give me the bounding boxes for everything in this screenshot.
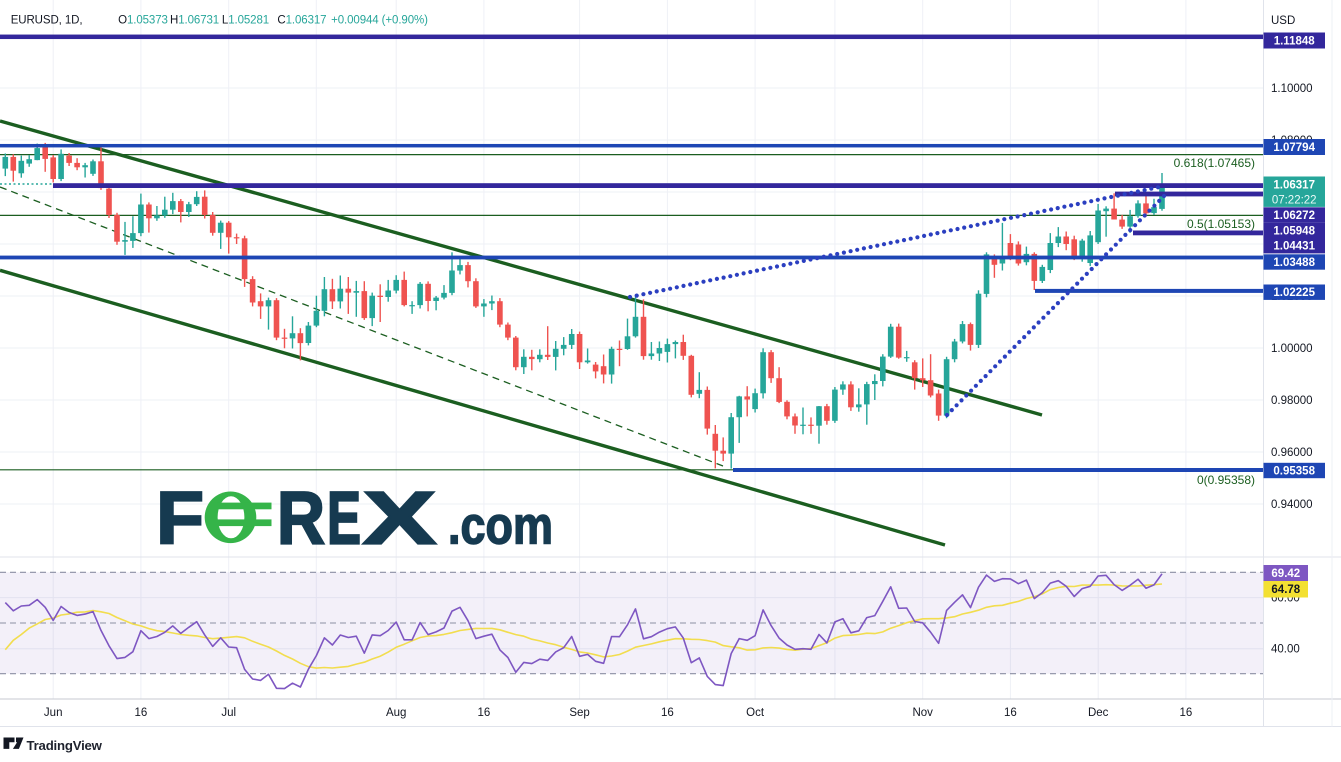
svg-text:0.95358: 0.95358 (1273, 466, 1315, 478)
svg-text:R: R (277, 477, 325, 560)
svg-text:64.78: 64.78 (1271, 584, 1300, 596)
svg-text:1.06272: 1.06272 (1273, 210, 1315, 222)
svg-text:X: X (363, 477, 436, 560)
svg-text:Jul: Jul (221, 707, 236, 719)
svg-text:1.04431: 1.04431 (1273, 241, 1315, 253)
svg-text:L1.05281: L1.05281 (222, 15, 269, 27)
svg-text:0.96000: 0.96000 (1271, 447, 1313, 459)
svg-text:Sep: Sep (569, 707, 589, 719)
svg-text:Jun: Jun (44, 707, 63, 719)
svg-text:.com: .com (448, 497, 553, 556)
svg-text:0.618(1.07465): 0.618(1.07465) (1174, 156, 1255, 170)
svg-text:16: 16 (661, 707, 674, 719)
svg-text:07:22:22: 07:22:22 (1272, 194, 1317, 206)
svg-text:1.10000: 1.10000 (1271, 83, 1313, 95)
svg-text:0.94000: 0.94000 (1271, 499, 1313, 511)
svg-text:Nov: Nov (912, 707, 933, 719)
svg-text:F: F (156, 477, 204, 560)
svg-text:0.5(1.05153): 0.5(1.05153) (1187, 217, 1255, 231)
svg-text:TradingView: TradingView (27, 738, 103, 753)
svg-text:1.03488: 1.03488 (1273, 257, 1315, 269)
svg-text:E: E (327, 477, 361, 560)
svg-text:C1.06317: C1.06317 (277, 15, 326, 27)
svg-text:16: 16 (1180, 707, 1193, 719)
svg-text:USD: USD (1271, 15, 1295, 27)
svg-text:1.05948: 1.05948 (1273, 225, 1315, 237)
svg-text:Oct: Oct (746, 707, 765, 719)
svg-text:H1.06731: H1.06731 (170, 15, 219, 27)
svg-text:40.00: 40.00 (1271, 644, 1300, 656)
svg-text:1.02225: 1.02225 (1273, 287, 1315, 299)
svg-text:16: 16 (1004, 707, 1017, 719)
svg-text:1.06317: 1.06317 (1273, 179, 1315, 191)
svg-text:1.11848: 1.11848 (1274, 36, 1316, 48)
svg-text:1.00000: 1.00000 (1271, 343, 1313, 355)
svg-text:16: 16 (478, 707, 491, 719)
svg-text:0.98000: 0.98000 (1271, 395, 1313, 407)
svg-text:+0.00944 (+0.90%): +0.00944 (+0.90%) (331, 15, 428, 27)
svg-text:Aug: Aug (386, 707, 406, 719)
svg-text:1.07794: 1.07794 (1273, 142, 1315, 154)
svg-text:69.42: 69.42 (1271, 568, 1300, 580)
svg-text:EURUSD, 1D,: EURUSD, 1D, (11, 15, 83, 27)
svg-text:Dec: Dec (1088, 707, 1109, 719)
svg-text:0(0.95358): 0(0.95358) (1197, 473, 1255, 487)
svg-text:O1.05373: O1.05373 (118, 15, 168, 27)
svg-text:16: 16 (135, 707, 148, 719)
